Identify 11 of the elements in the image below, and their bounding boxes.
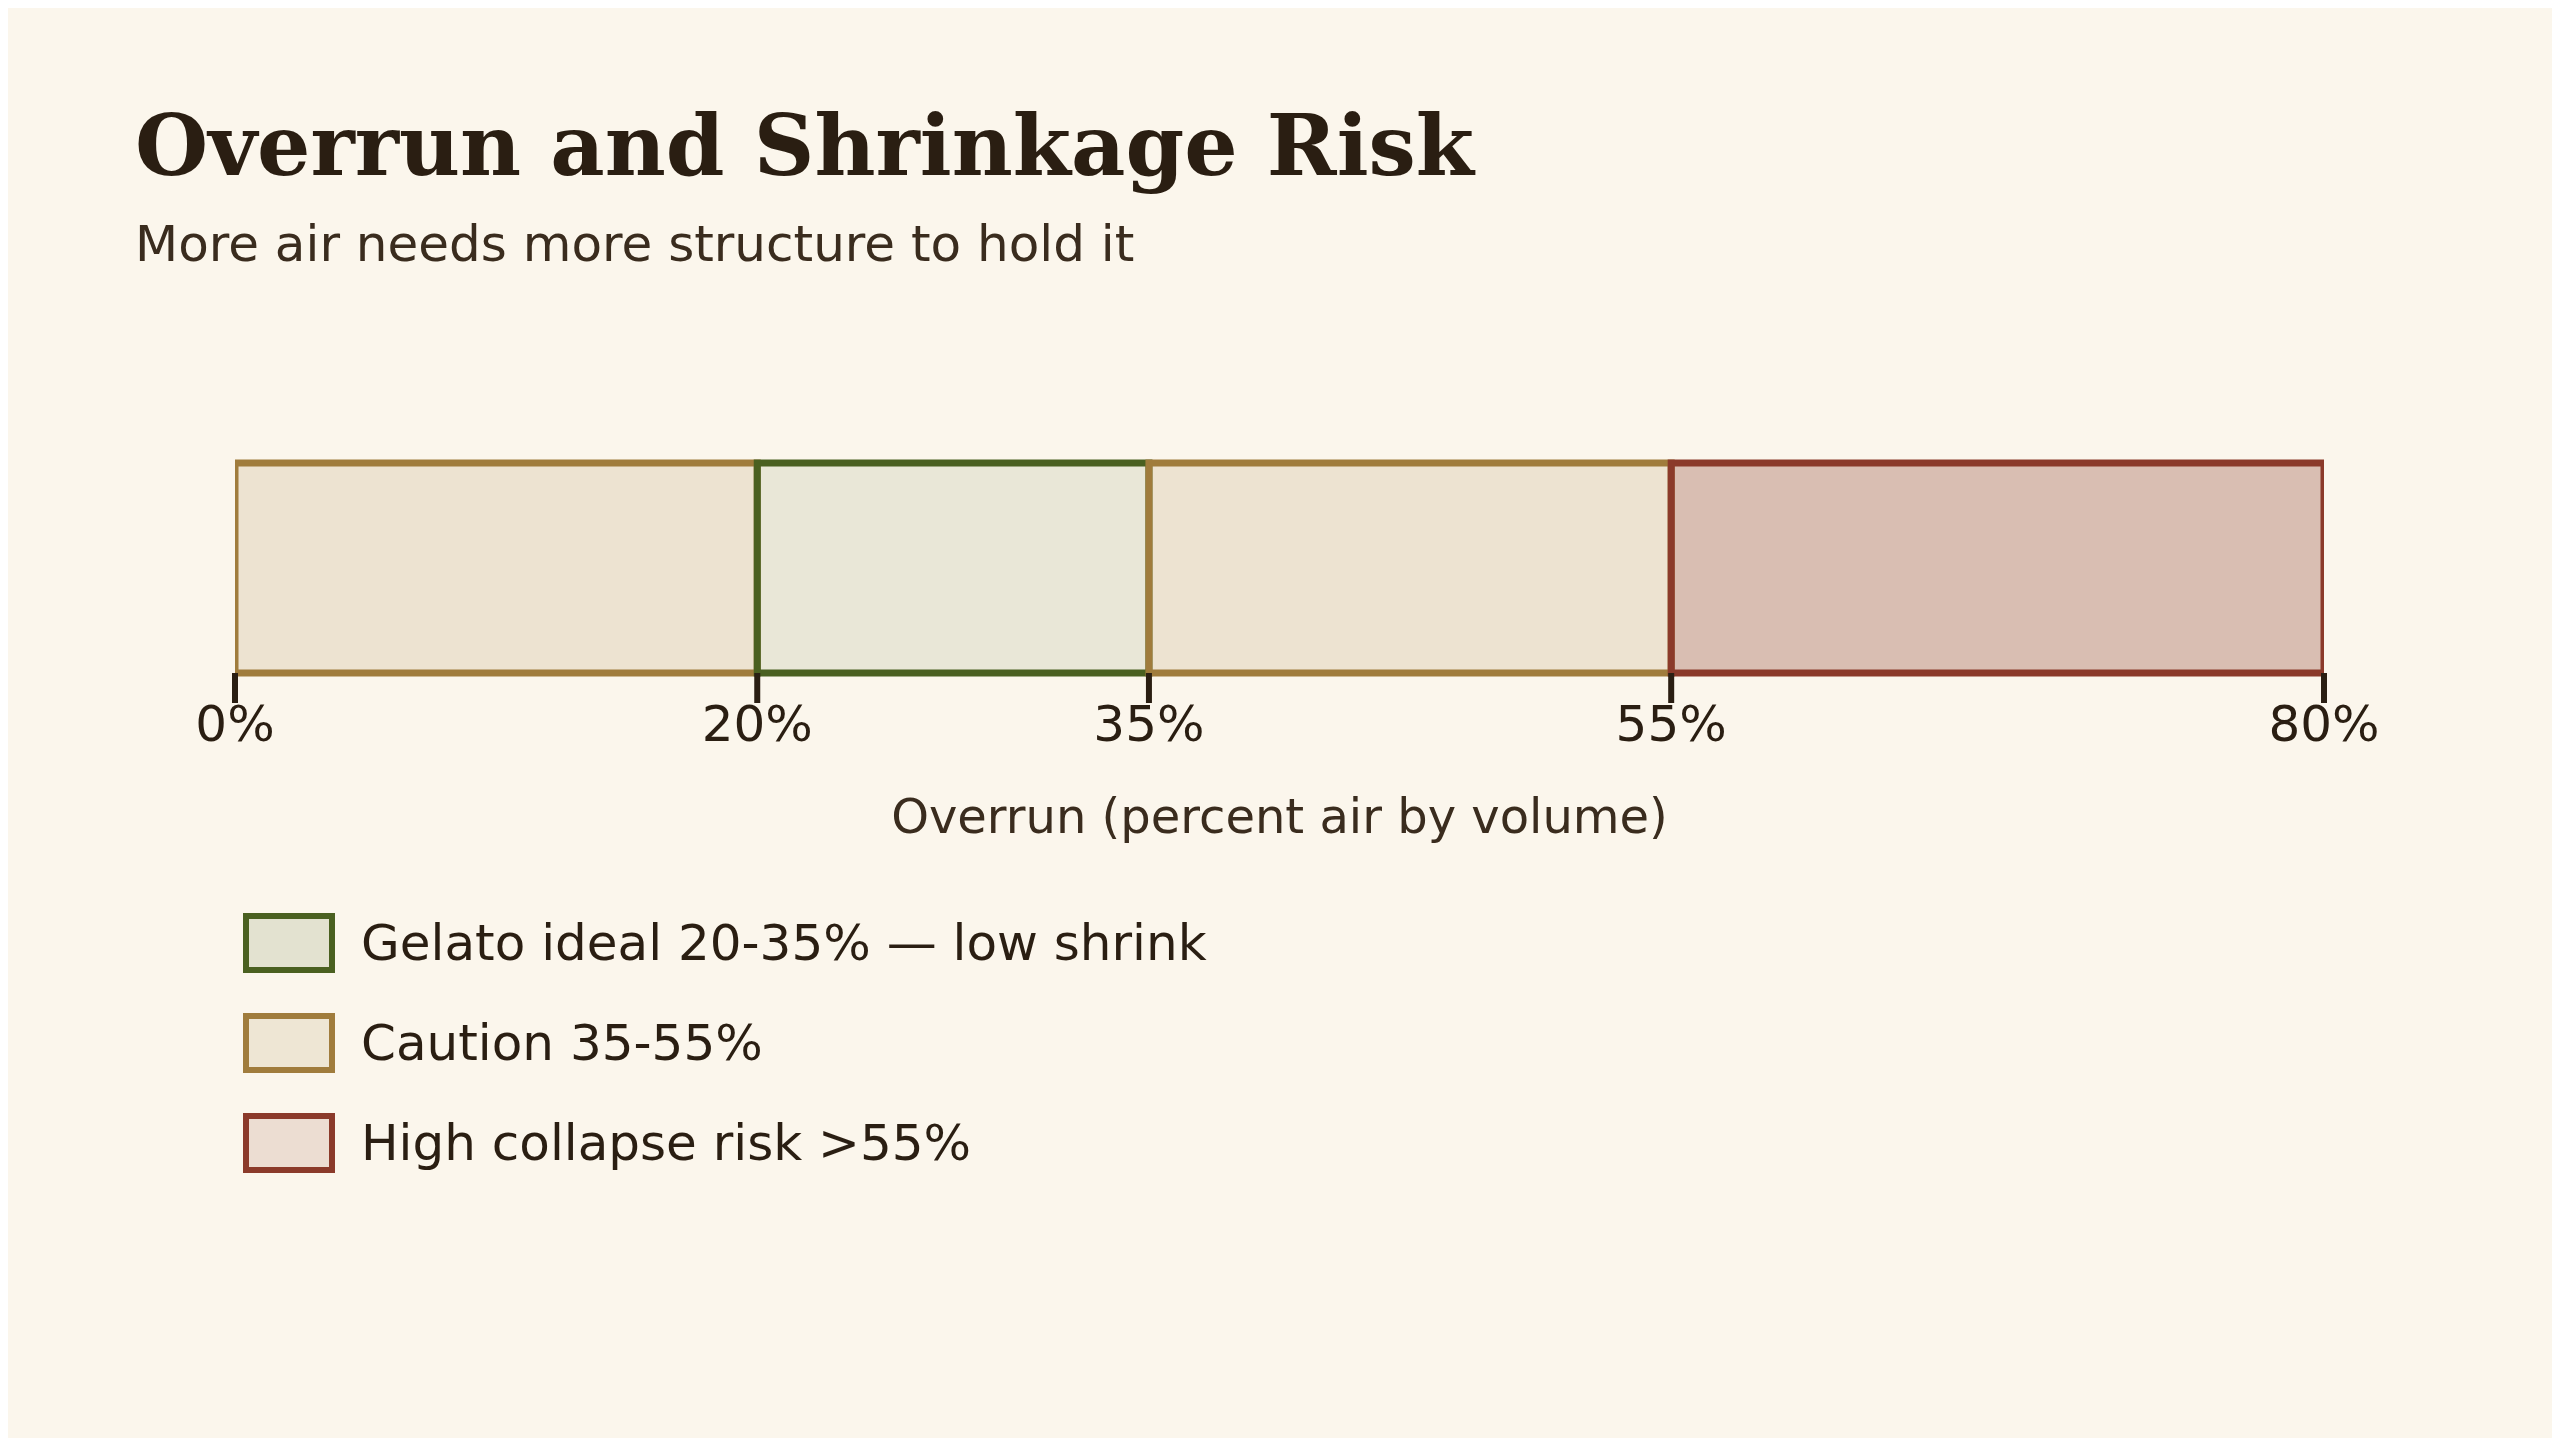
chart-subtitle: More air needs more structure to hold it — [134, 214, 1136, 273]
x-tick-label: 35% — [1093, 694, 1205, 753]
legend-label: Gelato ideal 20-35% — low shrink — [361, 914, 1207, 972]
chart-title: Overrun and Shrinkage Risk — [134, 95, 1477, 195]
x-tick-label: 55% — [1615, 694, 1727, 753]
legend-label: High collapse risk >55% — [361, 1114, 972, 1172]
legend-label: Caution 35-55% — [361, 1014, 763, 1072]
x-axis-title: Overrun (percent air by volume) — [891, 788, 1668, 844]
x-tick-label: 0% — [195, 694, 275, 753]
x-tick-label: 80% — [2268, 694, 2380, 753]
x-tick-label: 20% — [701, 694, 813, 753]
